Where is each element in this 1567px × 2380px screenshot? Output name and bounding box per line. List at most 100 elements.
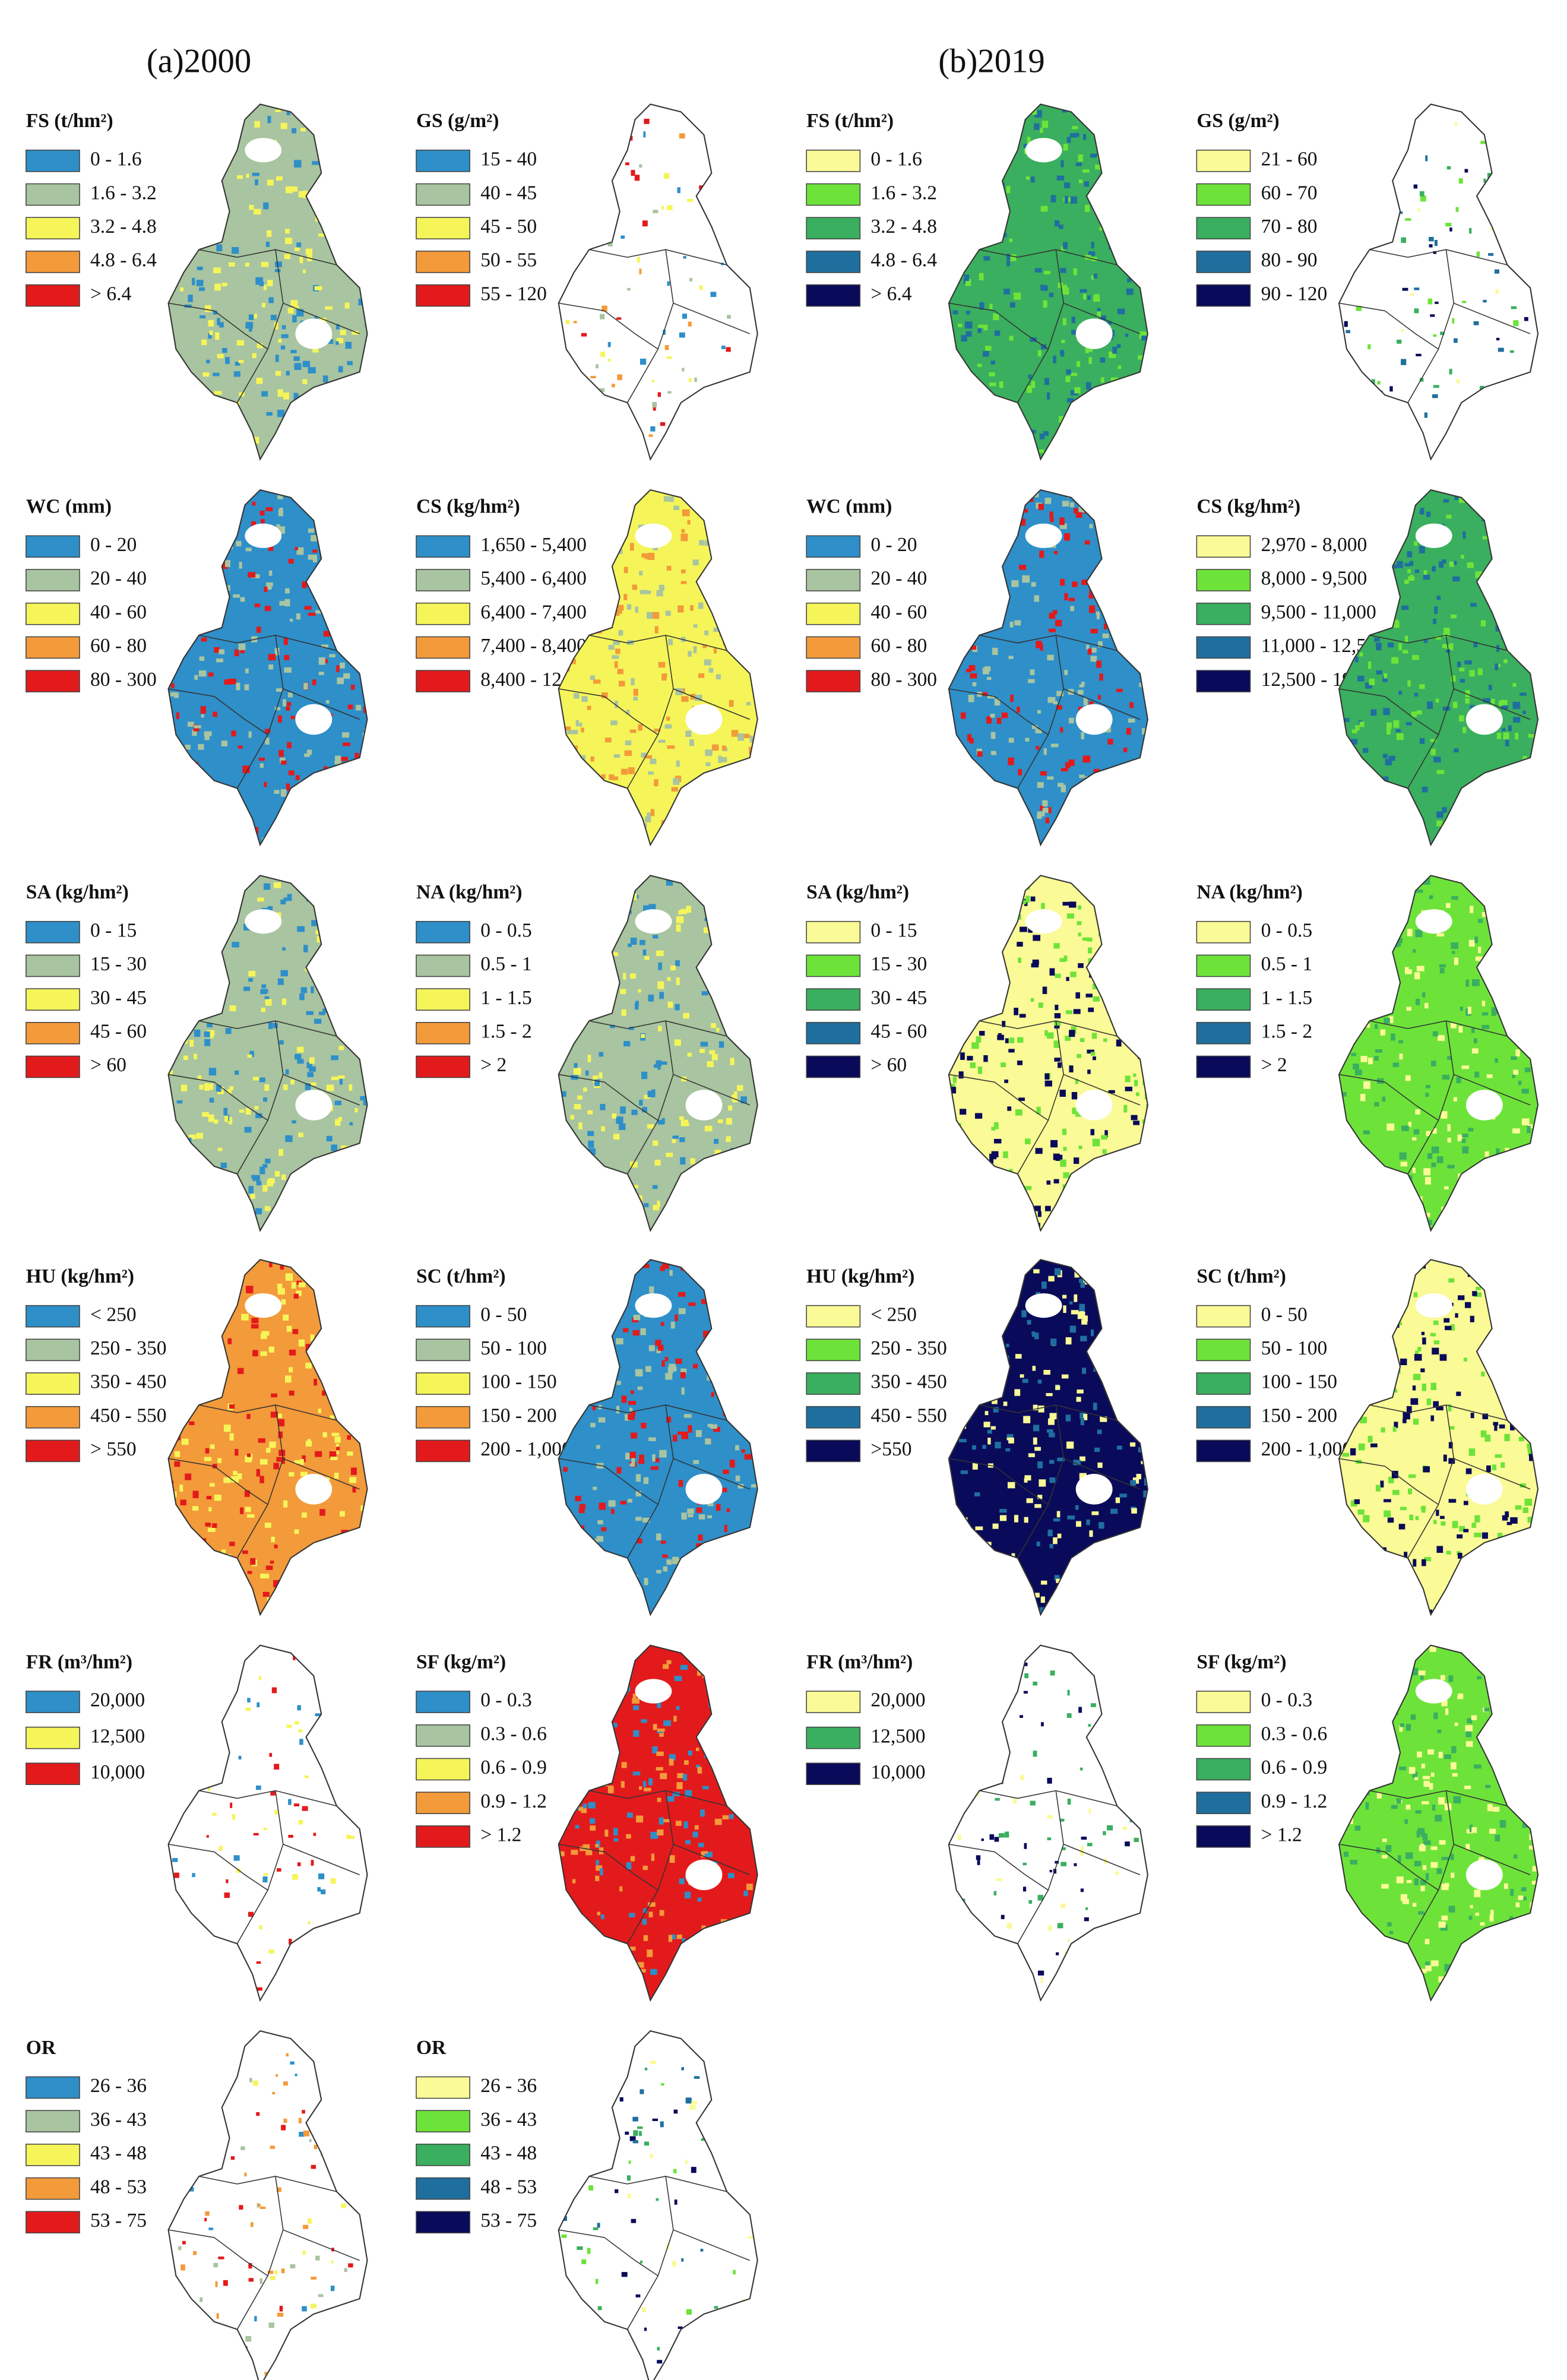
map-speckle: [1062, 284, 1067, 290]
map-speckle: [1030, 669, 1035, 676]
map-speckle: [1347, 1903, 1353, 1907]
map-speckle: [1141, 784, 1145, 788]
map-speckle: [176, 628, 181, 633]
map-speckle: [349, 265, 356, 271]
map-speckle: [244, 1126, 252, 1133]
map-speckle: [1518, 891, 1525, 896]
legend-swatch: [416, 1825, 470, 1848]
map-speckle: [651, 1466, 659, 1470]
map-speckle: [602, 1941, 609, 1946]
map-speckle: [958, 1568, 964, 1572]
map-speckle: [223, 1107, 228, 1115]
map-speckle: [1480, 620, 1486, 627]
map-speckle: [587, 1715, 594, 1719]
map-speckle: [1062, 1128, 1066, 1135]
map-speckle: [1474, 1890, 1481, 1897]
map-speckle: [581, 1973, 588, 1981]
map-speckle: [1055, 1952, 1059, 1955]
map-speckle: [700, 1809, 705, 1817]
map-speckle: [1340, 1726, 1344, 1733]
map-speckle: [1433, 1520, 1437, 1524]
map-speckle: [274, 648, 280, 656]
map-speckle: [1098, 641, 1103, 648]
map-speckle: [600, 1914, 604, 1920]
map-speckle: [695, 498, 699, 504]
map-speckle: [1146, 619, 1148, 624]
map-speckle: [322, 1390, 326, 1396]
map-speckle: [1448, 1442, 1453, 1449]
map-speckle: [1354, 1825, 1361, 1831]
map-speckle: [274, 1764, 280, 1770]
map-speckle: [1382, 513, 1386, 521]
map-speckle: [302, 270, 306, 274]
map-speckle: [330, 217, 335, 222]
map-speckle: [222, 348, 227, 353]
map-speckle: [580, 1846, 583, 1852]
map-speckle: [1376, 623, 1383, 631]
map-speckle: [1351, 826, 1355, 834]
map-speckle: [360, 840, 368, 844]
map-fill: [948, 104, 1148, 460]
map-speckle: [1400, 1358, 1407, 1366]
map-speckle: [333, 1733, 339, 1740]
map-speckle: [1351, 810, 1356, 815]
map-speckle: [1381, 1390, 1388, 1396]
map-speckle: [633, 1730, 640, 1737]
map-speckle: [1119, 545, 1128, 550]
map-speckle: [751, 610, 758, 616]
map-speckle: [1485, 1338, 1490, 1343]
map-gap: [685, 1474, 723, 1505]
map-speckle: [565, 516, 569, 523]
map-speckle: [680, 581, 687, 584]
map-speckle: [1068, 1585, 1075, 1592]
map-speckle: [358, 384, 363, 388]
map-speckle: [1525, 653, 1534, 657]
map-speckle: [1415, 1516, 1419, 1520]
map-speckle: [965, 669, 971, 673]
map-speckle: [199, 656, 205, 661]
map-speckle: [1061, 1214, 1068, 1220]
legend-swatch: [416, 217, 470, 240]
map-speckle: [300, 442, 303, 446]
legend-swatch: [26, 1055, 80, 1078]
map-speckle: [1347, 1198, 1352, 1203]
map-speckle: [278, 509, 283, 517]
map-speckle: [210, 146, 215, 153]
map-speckle: [1379, 781, 1386, 786]
map-speckle: [986, 716, 992, 724]
map-speckle: [951, 1599, 957, 1605]
map-speckle: [999, 1365, 1005, 1371]
map-speckle: [364, 457, 368, 460]
map-speckle: [584, 1226, 593, 1231]
map-speckle: [645, 755, 653, 759]
map-speckle: [1372, 1718, 1375, 1725]
map-speckle: [302, 190, 308, 198]
map-speckle: [276, 1457, 283, 1462]
map-speckle: [610, 1292, 618, 1297]
map-speckle: [270, 315, 277, 321]
map-speckle: [1072, 1107, 1077, 1115]
map-speckle: [1339, 447, 1342, 451]
map-speckle: [1088, 1967, 1093, 1973]
map-speckle: [736, 1392, 740, 1397]
map-speckle: [255, 179, 258, 186]
map-speckle: [1137, 1374, 1143, 1379]
map-speckle: [237, 1368, 244, 1374]
map-speckle: [237, 1473, 242, 1480]
map-speckle: [626, 834, 630, 839]
map-speckle: [957, 423, 961, 430]
map-speckle: [1366, 1023, 1370, 1028]
map-speckle: [642, 1781, 647, 1787]
map-speckle: [276, 524, 280, 532]
map-fill: [558, 875, 758, 1231]
map-speckle: [295, 547, 299, 550]
map-speckle: [639, 164, 642, 168]
map-speckle: [292, 315, 297, 322]
map-speckle: [608, 938, 615, 947]
map-speckle: [260, 519, 265, 524]
map-speckle: [680, 909, 688, 914]
map-speckle: [1107, 1655, 1112, 1660]
map-speckle: [732, 1605, 736, 1613]
